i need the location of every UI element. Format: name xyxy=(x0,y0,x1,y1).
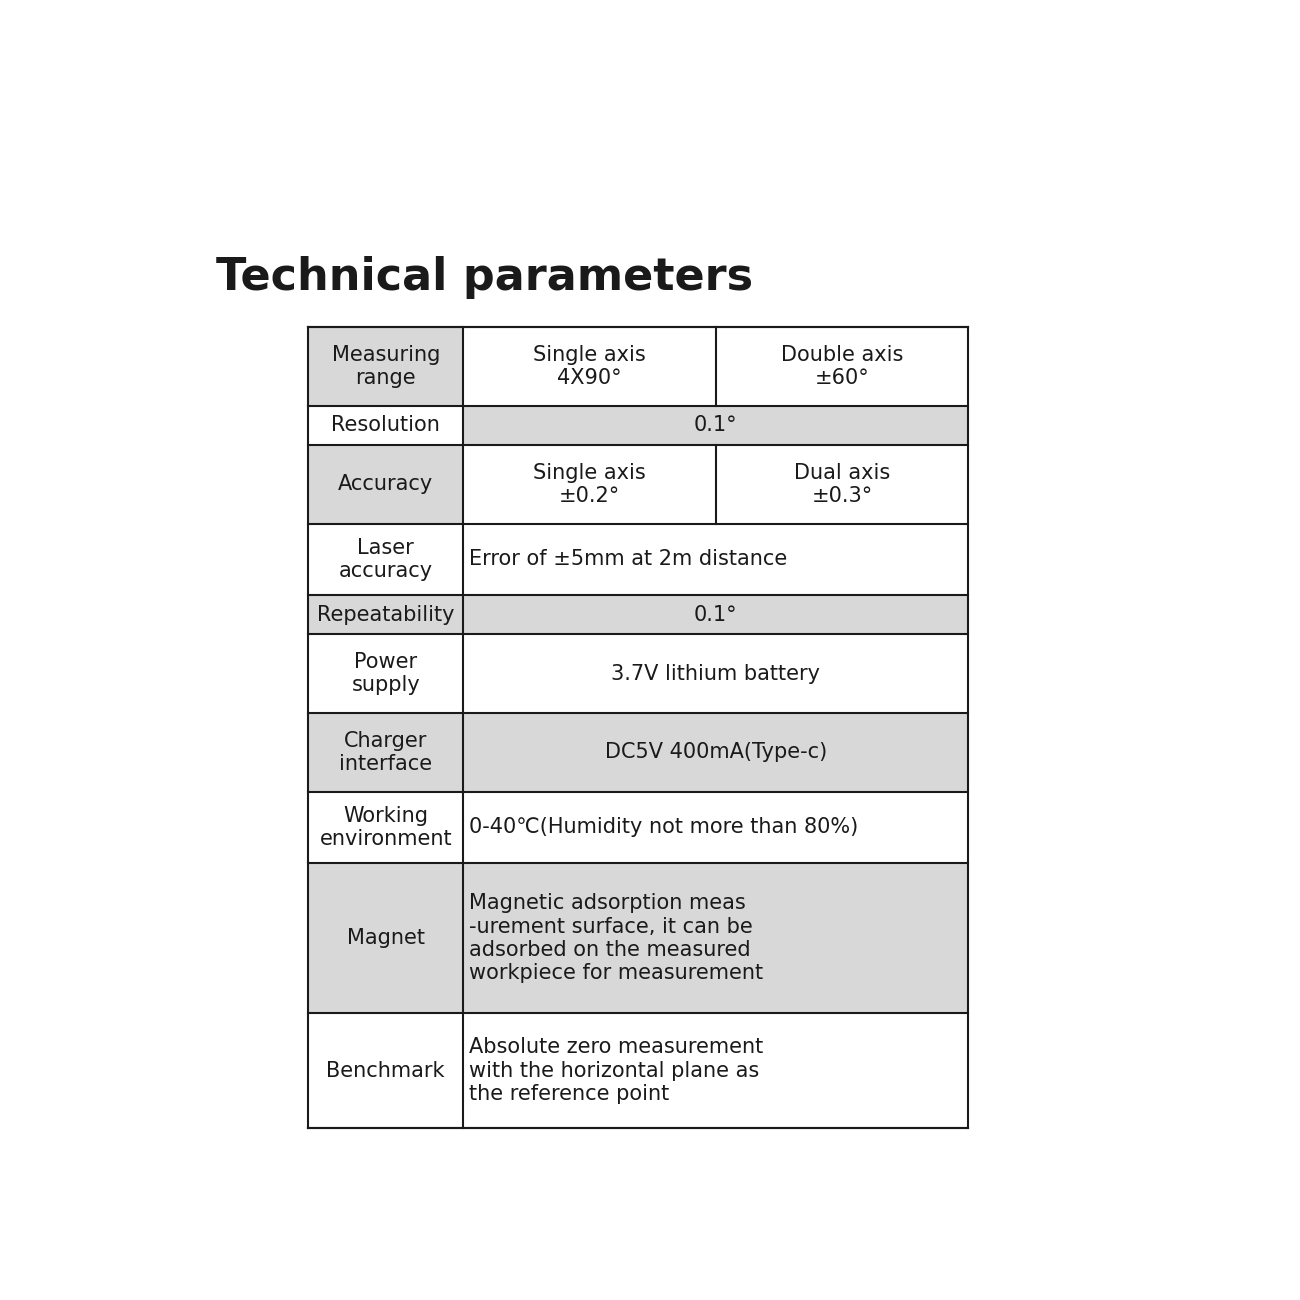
Bar xyxy=(463,595,968,634)
Text: Accuracy: Accuracy xyxy=(338,474,433,494)
Text: Resolution: Resolution xyxy=(332,415,441,436)
Text: Benchmark: Benchmark xyxy=(326,1061,445,1080)
Text: Single axis
4X90°: Single axis 4X90° xyxy=(533,344,646,387)
Bar xyxy=(308,792,463,863)
Bar xyxy=(308,863,463,1013)
Text: Charger
interface: Charger interface xyxy=(339,731,433,773)
Text: Laser
accuracy: Laser accuracy xyxy=(339,538,433,581)
Text: Working
environment: Working environment xyxy=(320,806,452,849)
Bar xyxy=(308,595,463,634)
Text: Technical parameters: Technical parameters xyxy=(216,256,753,299)
Bar xyxy=(463,326,716,406)
Bar xyxy=(463,1013,968,1127)
Bar xyxy=(308,712,463,792)
Bar xyxy=(463,634,968,712)
Bar xyxy=(308,524,463,595)
Text: Error of ±5mm at 2m distance: Error of ±5mm at 2m distance xyxy=(469,550,788,569)
Text: DC5V 400mA(Type-c): DC5V 400mA(Type-c) xyxy=(604,742,827,762)
Text: Measuring
range: Measuring range xyxy=(332,344,439,387)
Bar xyxy=(308,634,463,712)
Text: 3.7V lithium battery: 3.7V lithium battery xyxy=(611,664,820,684)
Bar xyxy=(463,792,968,863)
Bar xyxy=(463,406,968,445)
Text: Dual axis
±0.3°: Dual axis ±0.3° xyxy=(794,463,890,506)
Bar xyxy=(463,863,968,1013)
Text: Absolute zero measurement
with the horizontal plane as
the reference point: Absolute zero measurement with the horiz… xyxy=(469,1037,763,1104)
Bar xyxy=(308,326,463,406)
Text: 0.1°: 0.1° xyxy=(694,415,737,436)
Bar xyxy=(716,326,968,406)
Text: 0-40℃(Humidity not more than 80%): 0-40℃(Humidity not more than 80%) xyxy=(469,818,859,837)
Bar xyxy=(463,712,968,792)
Bar xyxy=(463,524,968,595)
Bar xyxy=(308,1013,463,1127)
Bar xyxy=(463,445,716,524)
Text: 0.1°: 0.1° xyxy=(694,604,737,625)
Text: Magnetic adsorption meas
-urement surface, it can be
adsorbed on the measured
wo: Magnetic adsorption meas -urement surfac… xyxy=(469,893,763,983)
Bar xyxy=(716,445,968,524)
Bar xyxy=(308,445,463,524)
Bar xyxy=(308,406,463,445)
Text: Power
supply: Power supply xyxy=(351,653,420,696)
Text: Double axis
±60°: Double axis ±60° xyxy=(781,344,903,387)
Text: Magnet: Magnet xyxy=(347,928,425,948)
Text: Repeatability: Repeatability xyxy=(317,604,455,625)
Text: Single axis
±0.2°: Single axis ±0.2° xyxy=(533,463,646,506)
